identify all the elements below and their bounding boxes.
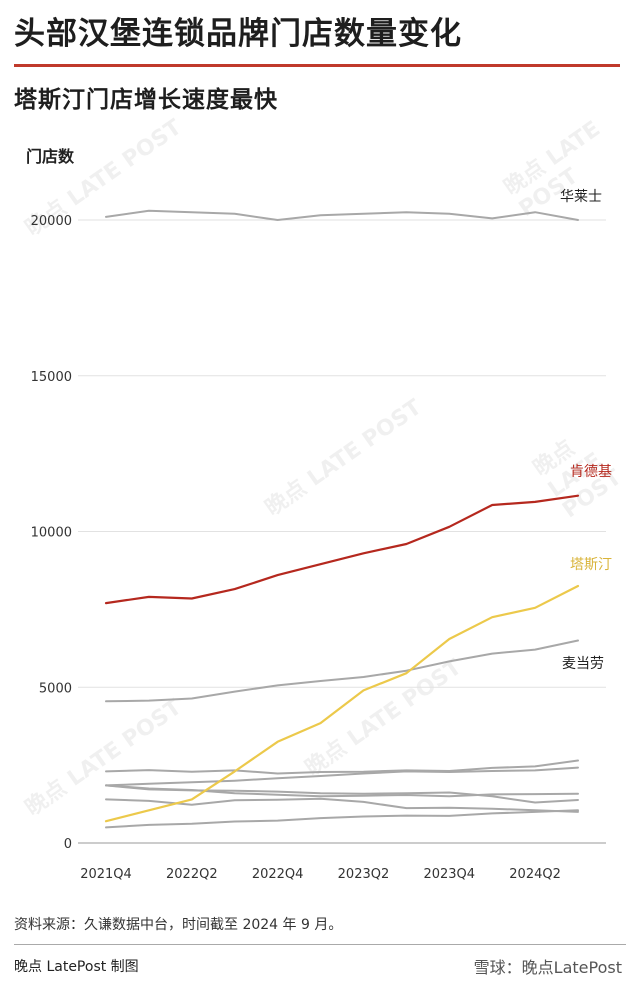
series-line bbox=[105, 797, 579, 813]
footer-divider bbox=[14, 944, 626, 945]
series-label: 麦当劳 bbox=[562, 656, 604, 672]
series-line bbox=[105, 639, 579, 703]
x-tick-label: 2023Q4 bbox=[423, 867, 475, 882]
chart-title: 头部汉堡连锁品牌门店数量变化 bbox=[14, 16, 462, 52]
line-chart: 门店数 0 5000 10000 15000 20000 2021Q4 2022Q2 2022Q… bbox=[26, 147, 612, 882]
y-tick-label: 15000 bbox=[31, 370, 72, 385]
x-tick-label: 2022Q2 bbox=[166, 867, 218, 882]
x-tick-label: 2023Q2 bbox=[338, 867, 390, 882]
data-source-note: 资料来源：久谦数据中台，时间截至 2024 年 9 月。 bbox=[14, 917, 343, 933]
chart-subtitle: 塔斯汀门店增长速度最快 bbox=[14, 87, 278, 113]
y-axis-label: 门店数 bbox=[26, 147, 75, 166]
y-tick-label: 10000 bbox=[31, 526, 72, 541]
series-line bbox=[105, 766, 579, 787]
series-line bbox=[104, 494, 580, 605]
x-tick-label: 2022Q4 bbox=[252, 867, 304, 882]
y-tick-label: 0 bbox=[64, 837, 72, 852]
title-divider bbox=[14, 64, 620, 67]
y-tick-label: 5000 bbox=[39, 681, 72, 696]
series-label: 肯德基 bbox=[570, 463, 612, 480]
series-line bbox=[105, 784, 579, 804]
series-line bbox=[105, 209, 579, 221]
y-tick-label: 20000 bbox=[31, 214, 72, 229]
x-tick-label: 2024Q2 bbox=[509, 867, 561, 882]
series-line bbox=[105, 759, 579, 775]
series-label: 华莱士 bbox=[560, 189, 602, 205]
xueqiu-brand: 雪球：晚点LatePost bbox=[473, 958, 622, 977]
chart-credit: 晚点 LatePost 制图 bbox=[14, 959, 139, 975]
series-line bbox=[105, 809, 579, 829]
series-line bbox=[104, 584, 580, 823]
series-label: 塔斯汀 bbox=[570, 557, 612, 573]
x-tick-label: 2021Q4 bbox=[80, 867, 132, 882]
